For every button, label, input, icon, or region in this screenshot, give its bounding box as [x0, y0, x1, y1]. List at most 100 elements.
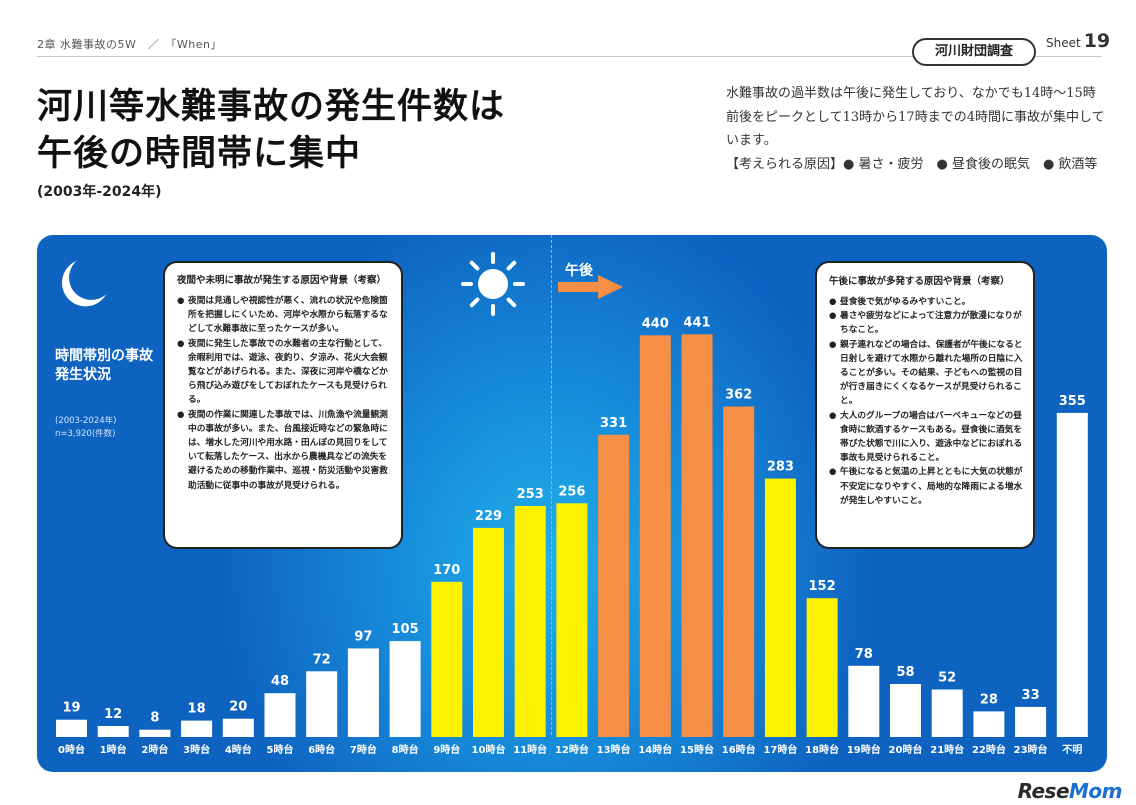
- category-label: 4時台: [225, 743, 252, 756]
- category-label: 14時台: [638, 743, 672, 756]
- watermark-part-2: Mom: [1069, 779, 1122, 803]
- bar-value-label: 33: [1022, 688, 1040, 703]
- bar-value-label: 105: [392, 622, 419, 637]
- bar-value-label: 97: [354, 629, 372, 644]
- survey-badge: 河川財団調査: [912, 38, 1036, 66]
- summary-causes: 【考えられる原因】● 暑さ・疲労 ● 昼食後の眠気 ● 飲酒等: [726, 156, 1098, 172]
- bar-6: [306, 671, 338, 737]
- list-item: 昼食後で気がゆるみやすいこと。: [829, 295, 1023, 309]
- category-label: 21時台: [930, 743, 964, 756]
- category-label: 9時台: [433, 743, 460, 756]
- bar-value-label: 441: [683, 315, 710, 330]
- category-label: 15時台: [680, 743, 714, 756]
- bar-3: [181, 720, 213, 737]
- bar-20: [890, 684, 921, 737]
- bar-value-label: 19: [62, 701, 80, 716]
- category-label: 6時台: [308, 743, 335, 756]
- category-label: 10時台: [472, 743, 506, 756]
- bar-value-label: 355: [1059, 394, 1086, 409]
- bar-value-label: 440: [642, 316, 669, 331]
- watermark-part-1: Rese: [1017, 779, 1070, 803]
- list-item: 午後になると気温の上昇とともに大気の状態が不安定になりやすく、局地的な降雨による…: [829, 465, 1023, 508]
- bar-value-label: 48: [271, 674, 289, 689]
- bar-value-label: 170: [433, 563, 460, 578]
- bar-7: [347, 648, 379, 737]
- afternoon-divider: [551, 235, 552, 735]
- bar-18: [806, 598, 838, 737]
- bar-value-label: 8: [150, 711, 159, 726]
- page-title: 河川等水難事故の発生件数は 午後の時間帯に集中: [37, 84, 505, 178]
- sheet-number: 19: [1083, 30, 1111, 52]
- bar-value-label: 12: [104, 707, 122, 722]
- bar-17: [764, 478, 796, 737]
- bar-value-label: 152: [809, 579, 836, 594]
- bar-5: [264, 693, 296, 737]
- bar-1: [97, 726, 129, 737]
- bar-value-label: 18: [188, 702, 206, 717]
- bar-13: [598, 434, 630, 737]
- bar-19: [848, 665, 880, 737]
- night-causes-title: 夜間や未明に事故が発生する原因や背景（考察）: [177, 275, 387, 286]
- category-label: 13時台: [597, 743, 631, 756]
- bar-value-label: 256: [558, 484, 585, 499]
- category-label: 22時台: [972, 743, 1006, 756]
- category-label: 1時台: [100, 743, 127, 756]
- bar-14: [639, 335, 671, 737]
- bar-value-label: 78: [855, 647, 873, 662]
- afternoon-causes-list: 昼食後で気がゆるみやすいこと。 暑さや疲労などによって注意力が散漫になりがちなこ…: [829, 295, 1023, 508]
- summary-text: 水難事故の過半数は午後に発生しており、なかでも14時〜15時前後をピークとして1…: [726, 86, 1105, 148]
- night-causes-bubble: 夜間や未明に事故が発生する原因や背景（考察） 夜間は見通しや視認性が悪く、流れの…: [163, 261, 403, 549]
- bars-layer: [56, 334, 1088, 737]
- bar-value-label: 20: [229, 700, 247, 715]
- category-label: 不明: [1062, 744, 1082, 756]
- sheet-label-text: Sheet: [1046, 36, 1081, 50]
- night-causes-list: 夜間は見通しや視認性が悪く、流れの状況や危険箇所を把握しにくいため、河岸や水際か…: [177, 294, 391, 493]
- bar-10: [473, 527, 504, 737]
- category-label: 12時台: [555, 743, 589, 756]
- category-label: 20時台: [889, 743, 923, 756]
- chart-panel: 時間帯別の事故発生状況 (2003-2024年) n=3,920(件数) 午後 …: [37, 235, 1107, 772]
- title-line-1: 河川等水難事故の発生件数は: [37, 87, 506, 127]
- page-subtitle: (2003年-2024年): [37, 184, 162, 200]
- bar-0: [56, 719, 87, 737]
- afternoon-causes-bubble: 午後に事故が多発する原因や背景（考察） 昼食後で気がゆるみやすいこと。 暑さや疲…: [815, 261, 1035, 549]
- bar-value-label: 28: [980, 692, 998, 707]
- list-item: 親子連れなどの場合は、保護者が午後になると日射しを避けて水際から離れた場所の日陰…: [829, 338, 1023, 409]
- value-labels-layer: 19 12 8 18 20 48 72 97 105 170 229 253 256 331 440 441 3…: [62, 315, 1085, 725]
- list-item: 暑さや疲労などによって注意力が散漫になりがちなこと。: [829, 309, 1023, 337]
- bar-value-label: 229: [475, 509, 502, 524]
- category-labels-layer: 0時台 1時台 2時台 3時台 4時台 5時台 6時台 7時台 8時台 9時台 10時台 11時台 12…: [58, 743, 1082, 756]
- category-label: 16時台: [722, 743, 756, 756]
- bar-value-label: 331: [600, 416, 627, 431]
- chart-heading: 時間帯別の事故発生状況: [55, 348, 153, 383]
- bar-9: [431, 581, 463, 737]
- bar-value-label: 253: [517, 487, 544, 502]
- list-item: 夜間に発生した事故での水難者の主な行動として、余暇利用では、遊泳、夜釣り、夕涼み…: [177, 337, 391, 408]
- bar-4: [222, 718, 254, 737]
- bar-22: [973, 711, 1005, 737]
- bar-23: [1015, 706, 1047, 737]
- bar-16: [723, 406, 755, 737]
- bar-value-label: 362: [725, 388, 752, 403]
- afternoon-label: 午後: [565, 263, 593, 279]
- bar-value-label: 283: [767, 460, 794, 475]
- category-label: 11時台: [513, 743, 547, 756]
- afternoon-causes-title: 午後に事故が多発する原因や背景（考察）: [829, 276, 1010, 287]
- bar-12: [556, 503, 588, 737]
- bar-value-label: 52: [938, 671, 956, 686]
- bar-value-label: 72: [313, 652, 331, 667]
- category-label: 3時台: [183, 743, 210, 756]
- category-label: 5時台: [267, 743, 294, 756]
- bar-11: [514, 506, 546, 737]
- breadcrumb: 2章 水難事故の5W ／ 「When」: [37, 38, 222, 51]
- list-item: 夜間の作業に関連した事故では、川魚漁や流量観測中の事故が多い。また、台風接近時な…: [177, 408, 391, 493]
- moon-icon: [61, 260, 107, 307]
- category-label: 19時台: [847, 743, 881, 756]
- category-label: 23時台: [1014, 743, 1048, 756]
- bar-8: [389, 641, 421, 737]
- header-divider: [37, 56, 1102, 57]
- bar-21: [931, 689, 963, 737]
- chart-sample-note: (2003-2024年) n=3,920(件数): [55, 416, 117, 439]
- category-label: 0時台: [58, 743, 85, 756]
- category-label: 17時台: [763, 743, 797, 756]
